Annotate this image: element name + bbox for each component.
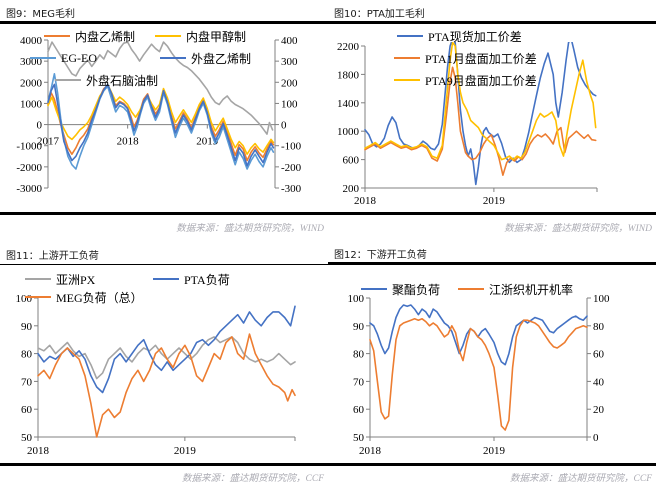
- panel-downstream-load: 图12：下游开工负荷 100 90 80 70 60 50 100 80 60 40 20 0 2018…: [328, 241, 656, 483]
- y-axis-left-label: -3000: [16, 183, 42, 195]
- y-axis-left-label: 600: [343, 155, 360, 167]
- x-axis-year-label: 2019: [174, 445, 197, 457]
- chart-area: 100 90 80 70 60 50 2018 2019 亚洲PX PTA负荷 MEG负荷（总）: [0, 265, 328, 463]
- chart-area: 4000 3000 2000 1000 0 -1000 -2000 -3000 400 300 20…: [0, 24, 328, 212]
- x-axis-year-label: 2019: [196, 136, 219, 148]
- panel-header: 图9：MEG毛利: [0, 0, 328, 24]
- y-axis-left-label: 1000: [20, 98, 43, 110]
- y-axis-left-label: 3000: [20, 56, 43, 68]
- y-axis-right-label: -200: [281, 162, 302, 174]
- data-source-note: 数据来源：盛达期货研究院，WIND: [504, 224, 652, 234]
- y-axis-left-label: 1400: [337, 98, 360, 110]
- y-axis-left-label: 80: [353, 349, 365, 361]
- y-axis-right-label: 200: [281, 77, 298, 89]
- y-axis-left-label: 0: [37, 120, 43, 132]
- panel-header: 图11：上游开工负荷: [0, 241, 328, 265]
- panel-title: 图11：上游开工负荷: [6, 251, 99, 262]
- y-axis-left-label: 60: [353, 404, 365, 416]
- y-axis-right-label: 40: [593, 376, 605, 388]
- y-axis-left-label: 1800: [337, 69, 360, 81]
- series-line-orange: [364, 66, 597, 176]
- x-axis-year-label: 2017: [37, 136, 60, 148]
- y-axis-left-label: -2000: [16, 162, 42, 174]
- y-axis-left-label: 50: [21, 432, 33, 444]
- y-axis-left-label: 80: [21, 349, 33, 361]
- x-axis-year-label: 2018: [27, 445, 50, 457]
- y-axis-left-label: 70: [21, 376, 33, 388]
- y-axis-left-label: 60: [21, 404, 33, 416]
- y-axis-right-label: 400: [281, 35, 298, 47]
- data-source-note: 数据来源：盛达期货研究院，CCF: [182, 474, 324, 483]
- panel-footer: 数据来源：盛达期货研究院，CCF: [328, 463, 656, 483]
- x-axis-year-label: 2019: [483, 445, 506, 457]
- y-axis-right-label: 100: [281, 98, 298, 110]
- data-source-note: 数据来源：盛达期货研究院，WIND: [176, 224, 324, 234]
- y-axis-right-label: 0: [281, 120, 287, 132]
- panel-meg-margin: 图9：MEG毛利 4000 3000 2000 1000 0 -1000 -2000 -300…: [0, 0, 328, 241]
- y-axis-right-label: -300: [281, 183, 302, 195]
- y-axis-right-label: 300: [281, 56, 298, 68]
- x-axis-year-label: 2018: [117, 136, 140, 148]
- panel-pta-margin: 图10：PTA加工毛利 2200 1800 1400 1000 600 200 2018 20…: [328, 0, 656, 241]
- panel-header: 图10：PTA加工毛利: [328, 0, 656, 24]
- series-line-orange: [369, 317, 588, 431]
- panel-footer: 数据来源：盛达期货研究院，CCF: [0, 463, 328, 483]
- series-line-blue: [47, 83, 275, 167]
- panel-footer: 数据来源：盛达期货研究院，WIND: [0, 212, 328, 241]
- y-axis-left-label: 100: [16, 293, 33, 305]
- y-axis-left-label: 2200: [337, 41, 360, 53]
- chart-area: 2200 1800 1400 1000 600 200 2018 2019 PTA现货加工价差…: [328, 24, 656, 212]
- panel-title: 图12：下游开工负荷: [334, 250, 427, 261]
- series-line-orange: [37, 333, 296, 438]
- y-axis-right-label: 20: [593, 404, 605, 416]
- y-axis-left-label: 1000: [337, 126, 360, 138]
- x-axis-year-label: 2018: [354, 195, 377, 207]
- x-axis-year-label: 2018: [359, 445, 382, 457]
- panel-title: 图10：PTA加工毛利: [334, 9, 425, 20]
- y-axis-right-label: 60: [593, 349, 605, 361]
- series-line-lightblue: [47, 72, 275, 170]
- y-axis-left-label: -1000: [16, 141, 42, 153]
- series-line-blue: [37, 305, 296, 394]
- line-chart-canvas: 40003000200010000-1000-2000-300040030020…: [16, 35, 302, 195]
- y-axis-right-label: -100: [281, 141, 302, 153]
- y-axis-right-label: 100: [593, 293, 610, 305]
- data-source-note: 数据来源：盛达期货研究院，CCF: [510, 474, 652, 483]
- series-line-blue: [364, 42, 597, 186]
- y-axis-left-label: 90: [21, 321, 33, 333]
- x-axis-year-label: 2019: [483, 195, 506, 207]
- y-axis-left-label: 70: [353, 376, 365, 388]
- panel-title: 图9：MEG毛利: [6, 9, 76, 20]
- series-line-yellow: [364, 42, 597, 161]
- series-line-orange: [47, 84, 275, 162]
- series-line-gray: [47, 41, 274, 135]
- panel-footer: 数据来源：盛达期货研究院，WIND: [328, 212, 656, 241]
- series-line-blue: [369, 304, 588, 366]
- line-chart-canvas: 100 90 80 70 60 50 100 80 60 40 20 0 2018 2019: [348, 293, 611, 457]
- panel-upstream-load: 图11：上游开工负荷 100 90 80 70 60 50 2018 2019 亚洲PX PTA…: [0, 241, 328, 483]
- y-axis-left-label: 50: [353, 432, 365, 444]
- y-axis-right-label: 80: [593, 321, 605, 333]
- panel-header: 图12：下游开工负荷: [328, 241, 656, 265]
- chart-area: 100 90 80 70 60 50 100 80 60 40 20 0 2018 2019 聚酯负荷 江浙…: [328, 265, 656, 463]
- y-axis-left-label: 4000: [20, 35, 43, 47]
- y-axis-left-label: 90: [353, 321, 365, 333]
- y-axis-left-label: 2000: [20, 77, 43, 89]
- y-axis-right-label: 0: [593, 432, 599, 444]
- y-axis-left-label: 100: [348, 293, 365, 305]
- y-axis-left-label: 200: [343, 183, 360, 195]
